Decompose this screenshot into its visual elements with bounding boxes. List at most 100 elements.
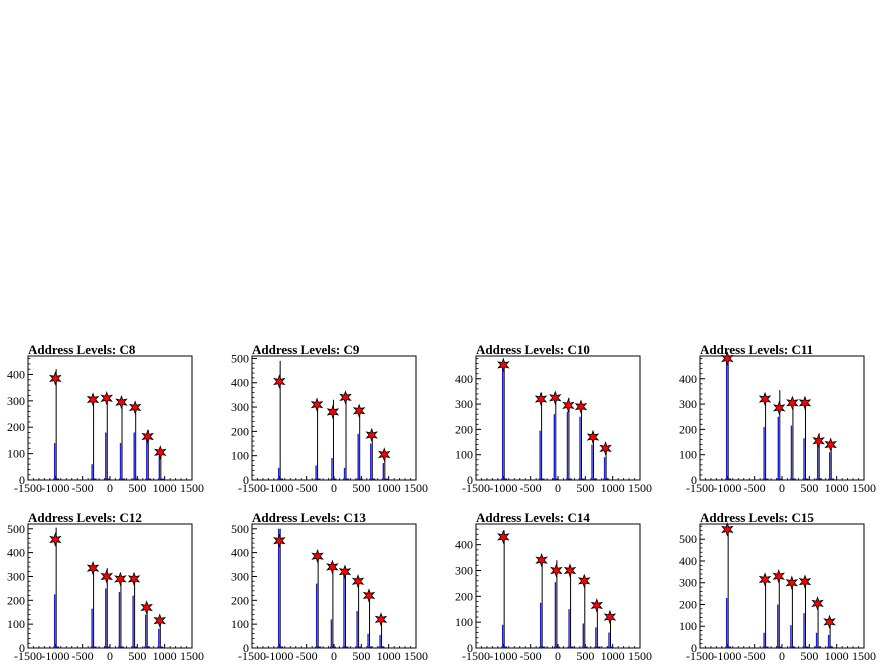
peak-marker (574, 399, 588, 414)
x-tick-label: 1500 (852, 481, 876, 495)
peak-marker (772, 568, 785, 584)
y-tick-label: 500 (679, 532, 697, 546)
x-tick-label: 500 (800, 649, 818, 663)
peak-marker (590, 598, 604, 613)
x-tick-label: -500 (520, 481, 542, 495)
peak-marker (140, 600, 153, 615)
y-tick-label: 200 (7, 420, 25, 434)
peak-marker (127, 571, 141, 587)
peak-marker (273, 533, 286, 548)
peak-marker (758, 572, 772, 587)
y-tick-label: 100 (455, 448, 473, 462)
y-tick-label: 400 (231, 546, 249, 560)
y-tick-label: 300 (455, 564, 473, 578)
y-tick-label: 200 (455, 589, 473, 603)
x-tick-label: 0 (107, 649, 113, 663)
peak-marker (721, 351, 734, 366)
peak-marker (549, 390, 562, 405)
y-tick-label: 100 (7, 617, 25, 631)
x-tick-label: -1000 (713, 481, 741, 495)
x-tick-label: -500 (744, 481, 766, 495)
chart-panel: Address Levels: C14 -1500 -1000 -500 0 500 100… (455, 510, 652, 663)
x-tick-label: -500 (296, 649, 318, 663)
peak-marker (824, 437, 837, 452)
y-tick-label: 300 (231, 569, 249, 583)
x-tick-label: -1500 (462, 481, 490, 495)
x-tick-label: 1500 (404, 481, 428, 495)
y-tick-label: 300 (231, 400, 249, 414)
peak-marker (141, 429, 154, 444)
y-tick-label: 400 (7, 546, 25, 560)
y-tick-label: 200 (455, 422, 473, 436)
peak-marker (550, 563, 563, 578)
x-tick-label: -1000 (41, 481, 69, 495)
peak-marker (310, 397, 324, 412)
y-tick-label: 400 (679, 372, 697, 386)
peak-marker (326, 404, 340, 420)
y-tick-label: 100 (7, 447, 25, 461)
x-tick-label: 500 (128, 481, 146, 495)
plot-frame (699, 523, 865, 649)
peak-marker (378, 447, 391, 462)
x-tick-label: -500 (72, 649, 94, 663)
y-tick-label: 500 (231, 351, 249, 365)
x-tick-label: -1500 (686, 481, 714, 495)
x-tick-label: 1000 (153, 481, 177, 495)
x-tick-label: 500 (352, 481, 370, 495)
peak-marker (339, 390, 352, 405)
peak-marker (773, 400, 786, 416)
y-tick-label: 200 (679, 597, 697, 611)
peak-marker (311, 548, 324, 564)
y-tick-label: 100 (231, 617, 249, 631)
chart-title: Address Levels: C10 (476, 342, 590, 357)
x-tick-label: 0 (331, 649, 337, 663)
x-tick-label: -500 (296, 481, 318, 495)
peak-marker (326, 559, 339, 575)
y-tick-label: 0 (691, 641, 697, 655)
x-tick-label: 500 (800, 481, 818, 495)
y-tick-label: 0 (691, 473, 697, 487)
x-tick-label: 0 (555, 481, 561, 495)
x-tick-label: -1000 (265, 649, 293, 663)
x-tick-label: -500 (744, 649, 766, 663)
y-tick-label: 400 (455, 538, 473, 552)
x-tick-label: 500 (128, 649, 146, 663)
y-tick-label: 400 (455, 372, 473, 386)
y-tick-label: 100 (231, 449, 249, 463)
y-tick-label: 300 (7, 394, 25, 408)
x-tick-label: -1500 (238, 649, 266, 663)
x-tick-label: 1500 (628, 649, 652, 663)
y-tick-label: 100 (679, 619, 697, 633)
y-tick-label: 300 (7, 569, 25, 583)
y-tick-label: 200 (231, 424, 249, 438)
x-tick-label: -1500 (686, 649, 714, 663)
peak-marker (563, 563, 577, 578)
peak-marker (811, 596, 824, 611)
x-tick-label: 1000 (601, 481, 625, 495)
peak-marker (562, 398, 575, 413)
peak-marker (534, 391, 548, 407)
y-tick-label: 200 (7, 593, 25, 607)
peak-marker (823, 614, 836, 630)
x-tick-label: 1000 (377, 481, 401, 495)
plot-frame (475, 523, 641, 649)
y-tick-label: 500 (7, 522, 25, 536)
x-tick-label: 1500 (180, 649, 204, 663)
peak-marker (86, 392, 100, 407)
plot-frame (251, 355, 417, 481)
peak-marker (721, 522, 734, 537)
chart-title: Address Levels: C14 (476, 510, 590, 525)
x-tick-label: 0 (555, 649, 561, 663)
peak-marker (812, 433, 825, 449)
peak-marker (49, 371, 62, 386)
chart-panel: Address Levels: C9-1500 -1000 -500 0 500 1000… (231, 342, 428, 495)
chart-title: Address Levels: C12 (28, 510, 142, 525)
y-tick-label: 500 (231, 522, 249, 536)
y-tick-label: 0 (243, 641, 249, 655)
y-tick-label: 100 (679, 448, 697, 462)
chart-panel: Address Levels: C8-1500 -1000 -500 0 500 1000… (7, 342, 204, 495)
x-tick-label: 0 (107, 481, 113, 495)
y-tick-label: 300 (679, 576, 697, 590)
peak-marker (374, 612, 388, 627)
